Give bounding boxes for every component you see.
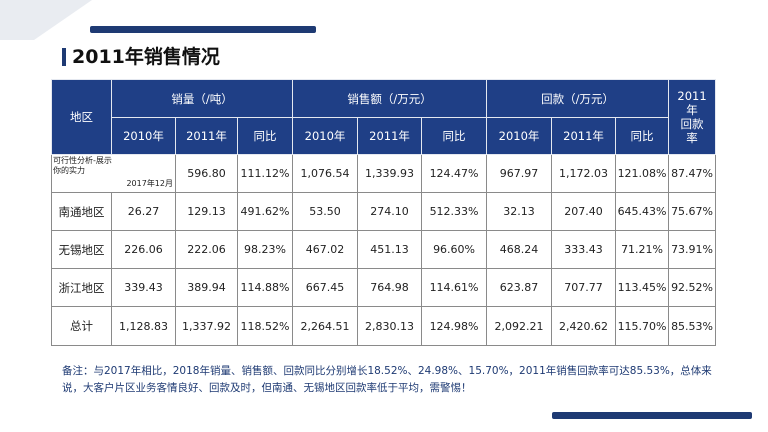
table-cell: 596.80: [175, 154, 238, 193]
table-cell: 222.06: [175, 230, 238, 269]
table-cell: 764.98: [357, 268, 423, 307]
table-cell: 114.61%: [421, 268, 488, 307]
table-cell: 124.47%: [421, 154, 488, 193]
table-cell: 1,337.92: [175, 306, 238, 346]
table-cell: 111.12%: [236, 154, 294, 193]
table-cell: 32.13: [486, 192, 553, 231]
table-cell: 389.94: [175, 268, 238, 307]
table-cell: 491.62%: [236, 192, 294, 231]
payment-group-header: 回款（/万元）: [486, 79, 670, 118]
subheader-cell: 同比: [615, 117, 670, 155]
corner-decoration: [0, 0, 92, 40]
table-cell: 1,339.93: [357, 154, 423, 193]
rate-header-line: 率: [686, 131, 698, 145]
table-subheader-row: 2010年 2011年 同比 2010年 2011年 同比 2010年 2011…: [52, 117, 716, 155]
header-accent-bar: [90, 26, 316, 33]
subheader-cell: 同比: [236, 117, 294, 155]
table-cell: 96.60%: [421, 230, 488, 269]
table-cell: 87.47%: [668, 154, 717, 193]
volume-group-header: 销量（/吨）: [110, 79, 294, 118]
page-title: 2011年销售情况: [72, 46, 220, 68]
table-header-row: 地区 销量（/吨） 销售额（/万元） 回款（/万元） 2011 年 回款 率: [51, 79, 717, 155]
table-cell: 124.98%: [421, 306, 488, 346]
table-row: 浙江地区 339.43 389.94 114.88% 667.45 764.98…: [51, 268, 717, 307]
region-header: 地区: [51, 79, 112, 155]
payment-rate-header: 2011 年 回款 率: [668, 79, 717, 155]
region-cell: 总计: [51, 306, 112, 346]
subheader-cell: 2011年: [175, 117, 238, 155]
sales-amount-group-header: 销售额（/万元）: [292, 79, 488, 118]
table-cell: 468.24: [486, 230, 553, 269]
sales-table: 地区 销量（/吨） 销售额（/万元） 回款（/万元） 2011 年 回款 率 2…: [51, 79, 717, 346]
table-row: 可行性分析-展示你的实力 2017年12月 596.80 111.12% 1,0…: [51, 154, 717, 193]
table-cell: 226.06: [111, 230, 176, 269]
table-cell: 512.33%: [421, 192, 488, 231]
table-cell: 339.43: [111, 268, 176, 307]
table-cell: 207.40: [551, 192, 617, 231]
table-cell: 1,172.03: [551, 154, 617, 193]
table-cell: 129.13: [175, 192, 238, 231]
bottom-accent-bar: [552, 412, 752, 419]
table-cell: 2,092.21: [486, 306, 553, 346]
footnote: 备注：与2017年相比，2018年销量、销售额、回款同比分别增长18.52%、2…: [62, 365, 712, 394]
subheader-cell: 同比: [421, 117, 488, 155]
table-cell: 113.45%: [615, 268, 670, 307]
table-cell: 85.53%: [668, 306, 717, 346]
table-cell: 92.52%: [668, 268, 717, 307]
table-cell: 1,128.83: [111, 306, 176, 346]
table-cell: 121.08%: [615, 154, 670, 193]
subheader-cell: 2010年: [486, 117, 553, 155]
table-cell: 667.45: [292, 268, 359, 307]
subheader-cell: 2010年: [111, 117, 176, 155]
rate-header-line: 2011: [677, 89, 707, 103]
table-row: 无锡地区 226.06 222.06 98.23% 467.02 451.13 …: [51, 230, 717, 269]
rate-header-line: 回款: [680, 117, 704, 131]
feasibility-date-note: 2017年12月: [126, 179, 173, 188]
region-cell: 浙江地区: [51, 268, 112, 307]
table-cell: 118.52%: [236, 306, 294, 346]
table-cell: 707.77: [551, 268, 617, 307]
region-cell: 无锡地区: [51, 230, 112, 269]
table-cell: 53.50: [292, 192, 359, 231]
table-cell: 333.43: [551, 230, 617, 269]
table-cell: 114.88%: [236, 268, 294, 307]
table-cell: 115.70%: [615, 306, 670, 346]
table-cell: 623.87: [486, 268, 553, 307]
rate-header-line: 年: [686, 103, 698, 117]
table-cell: 26.27: [111, 192, 176, 231]
subheader-cell: 2011年: [357, 117, 423, 155]
table-cell: 467.02: [292, 230, 359, 269]
table-row: 南通地区 26.27 129.13 491.62% 53.50 274.10 5…: [51, 192, 717, 231]
table-cell: 71.21%: [615, 230, 670, 269]
table-row-total: 总计 1,128.83 1,337.92 118.52% 2,264.51 2,…: [51, 306, 717, 346]
table-cell: 967.97: [486, 154, 553, 193]
table-cell: 1,076.54: [292, 154, 359, 193]
subheader-cell: 2010年: [292, 117, 359, 155]
table-cell: 2,264.51: [292, 306, 359, 346]
feasibility-cell: 可行性分析-展示你的实力 2017年12月: [51, 154, 176, 193]
table-cell: 2,830.13: [357, 306, 423, 346]
table-cell: 98.23%: [236, 230, 294, 269]
subheader-cell: 2011年: [551, 117, 617, 155]
table-cell: 451.13: [357, 230, 423, 269]
table-cell: 274.10: [357, 192, 423, 231]
table-cell: 2,420.62: [551, 306, 617, 346]
table-cell: 645.43%: [615, 192, 670, 231]
table-cell: 73.91%: [668, 230, 717, 269]
feasibility-label: 可行性分析-展示你的实力: [53, 156, 112, 175]
table-cell: 75.67%: [668, 192, 717, 231]
title-accent-mark: [62, 48, 66, 66]
region-cell: 南通地区: [51, 192, 112, 231]
